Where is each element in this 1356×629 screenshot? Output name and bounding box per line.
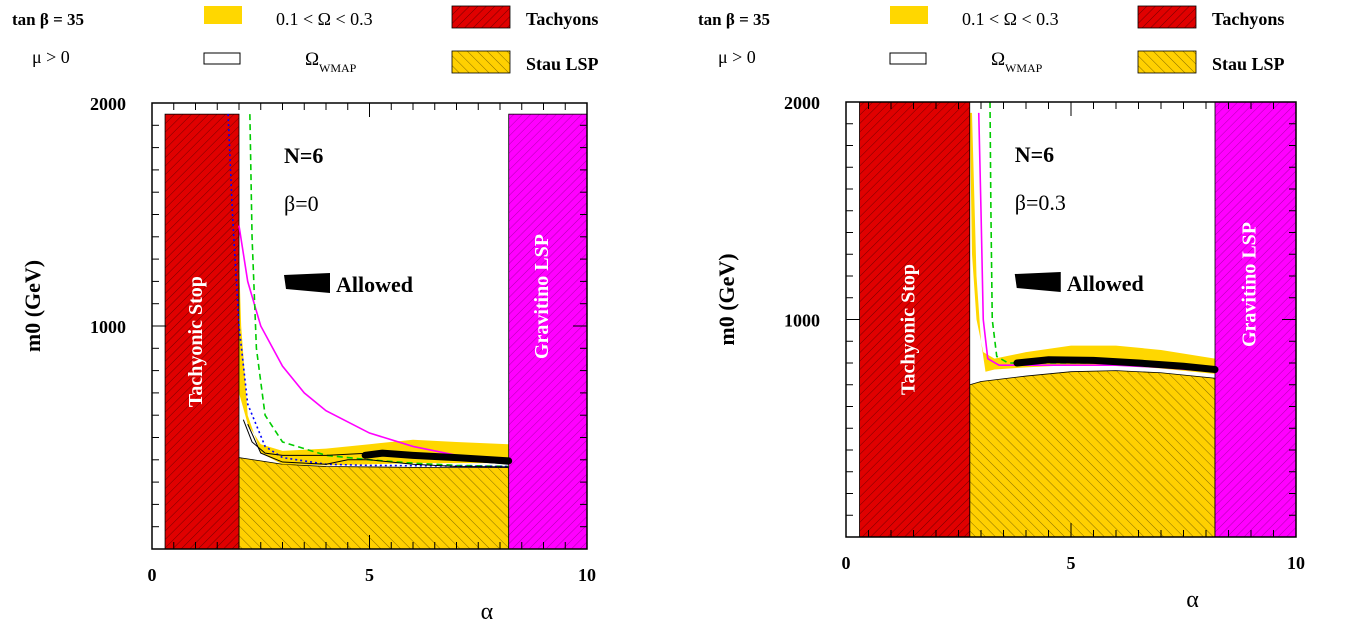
series-dotted-line — [227, 114, 509, 468]
x-tick-label: 0 — [842, 553, 851, 573]
series-curve-line — [238, 225, 509, 463]
series-allowed-line — [1013, 356, 1219, 374]
gravitino-lsp-region — [508, 113, 588, 550]
legend-label-wmap: Ω — [305, 49, 319, 70]
legend-label-relic: 0.1 < Ω < 0.3 — [962, 9, 1059, 29]
legend-swatch-wmap — [889, 52, 927, 65]
gravitino-lsp-label: Gravitino LSP — [1239, 222, 1261, 347]
legend-swatch-stau — [1137, 50, 1197, 74]
x-axis-label: α — [1186, 587, 1199, 613]
series-wmap-lower-line — [247, 423, 509, 468]
chart-panel-beta-0.3: Tachyonic Stop Gravitino LSP 0 5 10 1000 2000 α… — [686, 0, 1356, 629]
n-annotation: N=6 — [1015, 142, 1054, 167]
allowed-label: Allowed — [1067, 271, 1144, 296]
y-axis-label: m0 (GeV) — [714, 253, 739, 345]
stau-lsp-region — [238, 457, 510, 550]
legend-label-stau: Stau LSP — [526, 54, 599, 74]
legend-label-stau: Stau LSP — [1212, 54, 1285, 74]
legend-label-relic: 0.1 < Ω < 0.3 — [276, 9, 373, 29]
allowed-label: Allowed — [336, 272, 413, 297]
y-tick-label: 1000 — [784, 311, 820, 331]
tachyonic-stop-label: Tachyonic Stop — [898, 264, 920, 395]
beta-annotation: β=0 — [284, 191, 319, 216]
tachyonic-stop-label: Tachyonic Stop — [185, 276, 207, 407]
legend-swatch-stau — [451, 50, 511, 74]
x-tick-label: 0 — [148, 565, 157, 585]
tachyonic-stop-region — [164, 113, 240, 550]
chart-panel-beta-0: Tachyonic Stop Gravitino LSP 0 5 10 1000 2000 α… — [0, 0, 670, 629]
relic-density-band — [969, 112, 1215, 374]
gravitino-lsp-label: Gravitino LSP — [531, 234, 553, 359]
legend-swatch-tachyons — [451, 5, 511, 29]
legend-label-tachyons: Tachyons — [526, 9, 598, 29]
legend-label-tachyons: Tachyons — [1212, 9, 1284, 29]
series-allowed-line — [361, 449, 513, 465]
legend-mu: μ > 0 — [718, 47, 756, 67]
x-tick-label: 10 — [578, 565, 596, 585]
y-tick-label: 1000 — [90, 317, 126, 337]
n-annotation: N=6 — [284, 143, 323, 168]
legend-swatch-relic — [890, 6, 928, 24]
allowed-swatch — [1014, 272, 1061, 292]
legend-label-wmap-sub: WMAP — [1005, 61, 1043, 75]
legend-mu: μ > 0 — [32, 47, 70, 67]
beta-annotation: β=0.3 — [1015, 190, 1066, 215]
y-axis-label: m0 (GeV) — [20, 260, 45, 352]
chart-svg-left: Tachyonic Stop Gravitino LSP 0 5 10 1000 2000 α… — [12, 5, 599, 625]
chart-svg-right: Tachyonic Stop Gravitino LSP 0 5 10 1000 2000 α… — [698, 5, 1305, 613]
legend-tanbeta: tan β = 35 — [698, 10, 770, 29]
legend-tanbeta: tan β = 35 — [12, 10, 84, 29]
y-tick-label: 2000 — [90, 94, 126, 114]
x-tick-label: 10 — [1287, 553, 1305, 573]
stau-lsp-region — [969, 370, 1216, 538]
allowed-swatch — [284, 273, 330, 293]
legend-label-wmap: Ω — [991, 49, 1005, 70]
y-tick-label: 2000 — [784, 93, 820, 113]
x-axis-label: α — [481, 599, 494, 625]
legend-swatch-relic — [204, 6, 242, 24]
series-dashed-line — [989, 101, 1216, 371]
x-tick-label: 5 — [365, 565, 374, 585]
tachyonic-stop-region — [859, 101, 971, 538]
legend-swatch-wmap — [203, 52, 241, 65]
legend-label-wmap-sub: WMAP — [319, 61, 357, 75]
x-tick-label: 5 — [1067, 553, 1076, 573]
legend-swatch-tachyons — [1137, 5, 1197, 29]
